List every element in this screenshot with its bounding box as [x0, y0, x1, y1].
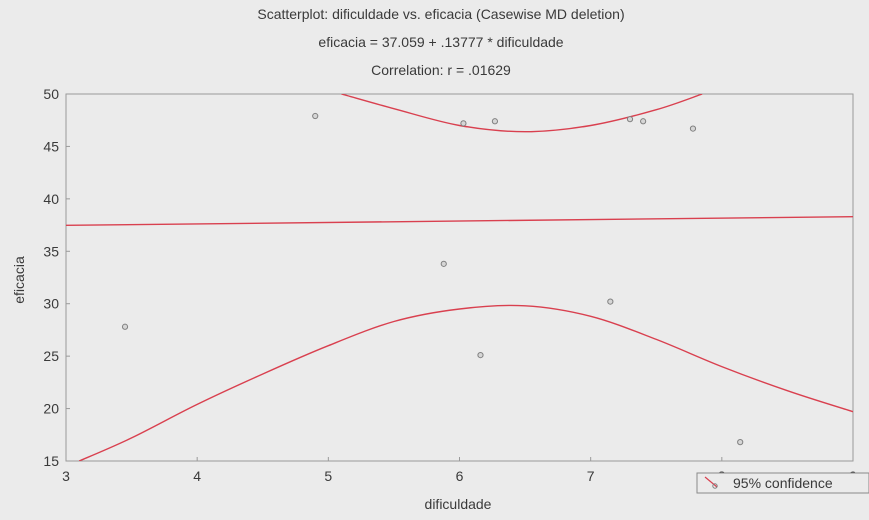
plot-marks	[66, 94, 853, 461]
legend-label: 95% confidence	[733, 475, 833, 491]
plot-area	[65, 93, 854, 462]
y-tick-label: 20	[43, 401, 59, 417]
x-tick-label: 3	[62, 468, 70, 484]
confidence-upper-line	[341, 94, 703, 133]
y-tick-label: 40	[43, 191, 59, 207]
chart-titles: Scatterplot: dificuldade vs. eficacia (C…	[257, 6, 624, 78]
y-tick-label: 25	[43, 348, 59, 364]
data-point	[491, 118, 499, 125]
x-axis-label: dificuldade	[425, 496, 492, 512]
confidence-lower-line	[78, 304, 853, 461]
y-tick-label: 35	[43, 243, 59, 259]
y-tick-label: 15	[43, 453, 59, 469]
data-point	[477, 351, 484, 359]
data-point	[607, 298, 614, 305]
y-axis-label: eficacia	[11, 256, 27, 304]
data-point	[640, 118, 647, 125]
data-point	[460, 120, 467, 127]
data-point	[440, 260, 447, 267]
x-tick-label: 4	[193, 468, 201, 484]
y-tick-label: 50	[43, 86, 59, 102]
chart-title: Scatterplot: dificuldade vs. eficacia (C…	[257, 6, 624, 22]
x-tick-label: 6	[456, 468, 464, 484]
y-tick-label: 30	[43, 296, 59, 312]
correlation-label: Correlation: r = .01629	[371, 62, 511, 78]
plot-frame	[65, 93, 854, 462]
legend-box	[696, 472, 869, 494]
data-point	[121, 323, 129, 330]
regression-equation: eficacia = 37.059 + .13777 * dificuldade	[318, 34, 563, 50]
legend: 95% confidence	[696, 472, 869, 494]
y-axis-ticks: 15 20 25 30 35 40 45 50	[43, 86, 70, 469]
x-tick-label: 7	[587, 468, 595, 484]
data-point	[689, 125, 697, 132]
data-point	[312, 112, 319, 120]
x-tick-label: 5	[324, 468, 332, 484]
legend-point-swatch	[712, 483, 718, 489]
data-point	[626, 116, 634, 123]
data-point	[737, 439, 744, 446]
regression-line	[66, 215, 853, 227]
y-tick-label: 45	[43, 138, 59, 154]
legend-line-swatch	[704, 476, 718, 488]
